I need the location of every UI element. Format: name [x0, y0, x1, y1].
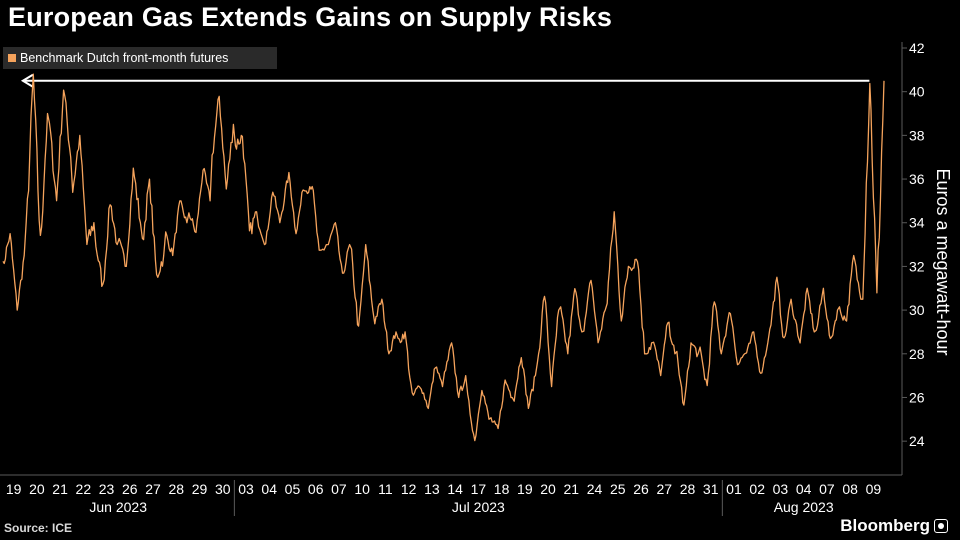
- y-tick-label: 32: [909, 258, 925, 274]
- x-tick-label: 04: [261, 481, 277, 497]
- x-tick-label: 02: [749, 481, 765, 497]
- x-tick-label: 06: [308, 481, 324, 497]
- y-axis: 24 26 28 30 32 34 36 38 40 42: [901, 40, 925, 475]
- y-axis-label: Euros a megawatt-hour: [933, 168, 953, 355]
- x-tick-label: 21: [52, 481, 68, 497]
- x-tick-label: 14: [447, 481, 463, 497]
- legend: Benchmark Dutch front-month futures: [3, 47, 277, 69]
- x-tick-label: 01: [726, 481, 742, 497]
- x-tick-label: 08: [842, 481, 858, 497]
- x-tick-label: 20: [29, 481, 45, 497]
- x-tick-label: 13: [424, 481, 440, 497]
- x-tick-label: 07: [331, 481, 347, 497]
- x-tick-label: 12: [401, 481, 417, 497]
- legend-box: [3, 47, 277, 69]
- legend-label: Benchmark Dutch front-month futures: [20, 51, 228, 65]
- x-tick-label: 24: [587, 481, 603, 497]
- month-label: Aug 2023: [774, 499, 834, 515]
- x-tick-label: 28: [168, 481, 184, 497]
- y-tick-label: 42: [909, 40, 925, 56]
- x-tick-label: 10: [354, 481, 370, 497]
- x-tick-label: 27: [656, 481, 672, 497]
- x-tick-label: 19: [6, 481, 22, 497]
- y-tick-label: 36: [909, 171, 925, 187]
- annotation-arrow: [20, 73, 870, 88]
- arrow-head: [20, 73, 34, 88]
- x-tick-label: 28: [680, 481, 696, 497]
- x-axis: 19 20 21 22 23 26 27 28 29 30 03 04 05 06 07 10 11 12 13 14…: [0, 474, 902, 516]
- y-tick-label: 26: [909, 389, 925, 405]
- x-tick-label: 30: [215, 481, 231, 497]
- x-tick-label: 19: [517, 481, 533, 497]
- brand-logo: Bloomberg: [840, 516, 948, 536]
- legend-swatch: [8, 54, 16, 62]
- x-tick-label: 29: [192, 481, 208, 497]
- chart-title: European Gas Extends Gains on Supply Ris…: [8, 2, 613, 32]
- y-tick-label: 34: [909, 215, 925, 231]
- x-tick-label: 17: [471, 481, 487, 497]
- y-tick-label: 40: [909, 84, 925, 100]
- x-tick-label: 25: [610, 481, 626, 497]
- y-tick-label: 30: [909, 302, 925, 318]
- x-tick-label: 26: [122, 481, 138, 497]
- month-label: Jun 2023: [89, 499, 147, 515]
- x-tick-label: 31: [703, 481, 719, 497]
- x-tick-label: 21: [564, 481, 580, 497]
- bloomberg-icon: [934, 519, 948, 533]
- x-tick-label: 27: [145, 481, 161, 497]
- x-tick-label: 04: [796, 481, 812, 497]
- x-tick-label: 18: [494, 481, 510, 497]
- x-tick-label: 20: [540, 481, 556, 497]
- source-note: Source: ICE: [4, 521, 73, 535]
- y-tick-label: 28: [909, 346, 925, 362]
- x-tick-label: 09: [866, 481, 882, 497]
- x-tick-label: 03: [773, 481, 789, 497]
- price-line: [2, 73, 885, 442]
- x-tick-label: 07: [819, 481, 835, 497]
- x-tick-label: 11: [378, 481, 393, 497]
- price-series: [2, 73, 885, 442]
- y-tick-label: 24: [909, 433, 925, 449]
- x-tick-label: 22: [76, 481, 92, 497]
- x-tick-label: 23: [99, 481, 115, 497]
- x-tick-label: 05: [285, 481, 301, 497]
- x-tick-label: 03: [238, 481, 254, 497]
- brand-wordmark: Bloomberg: [840, 516, 930, 535]
- y-tick-label: 38: [909, 127, 925, 143]
- x-tick-label: 26: [633, 481, 649, 497]
- month-label: Jul 2023: [452, 499, 505, 515]
